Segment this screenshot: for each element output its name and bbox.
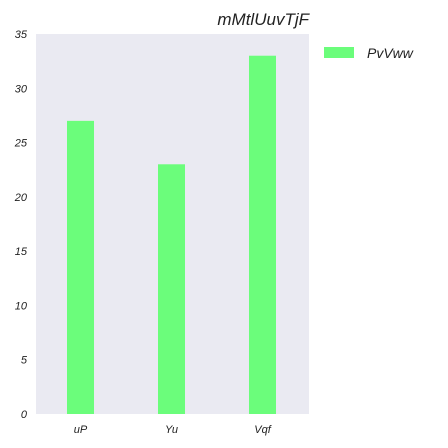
y-tick-label: 10 — [15, 300, 28, 312]
bar-series — [67, 55, 276, 414]
y-tick-label: 20 — [14, 192, 28, 204]
legend-swatch — [324, 47, 354, 58]
y-tick-label: 30 — [15, 83, 28, 95]
x-tick-label: Vqf — [254, 424, 271, 436]
y-axis: 0 5 10 15 20 25 30 35 — [14, 29, 28, 421]
legend: PvVww — [324, 45, 414, 61]
bar-Vqf — [249, 55, 276, 414]
x-axis: uP Yu Vqf — [74, 424, 272, 436]
bar-uP — [67, 120, 94, 414]
y-tick-label: 25 — [14, 138, 28, 150]
chart-title: mMtlUuvTjF — [217, 10, 310, 29]
y-tick-label: 35 — [15, 29, 28, 41]
y-tick-label: 5 — [21, 355, 28, 367]
x-tick-label: uP — [74, 424, 88, 436]
y-tick-label: 0 — [21, 409, 28, 421]
bar-Yu — [158, 164, 185, 414]
legend-label: PvVww — [367, 45, 414, 61]
y-tick-label: 15 — [15, 246, 28, 258]
x-tick-label: Yu — [165, 424, 178, 436]
